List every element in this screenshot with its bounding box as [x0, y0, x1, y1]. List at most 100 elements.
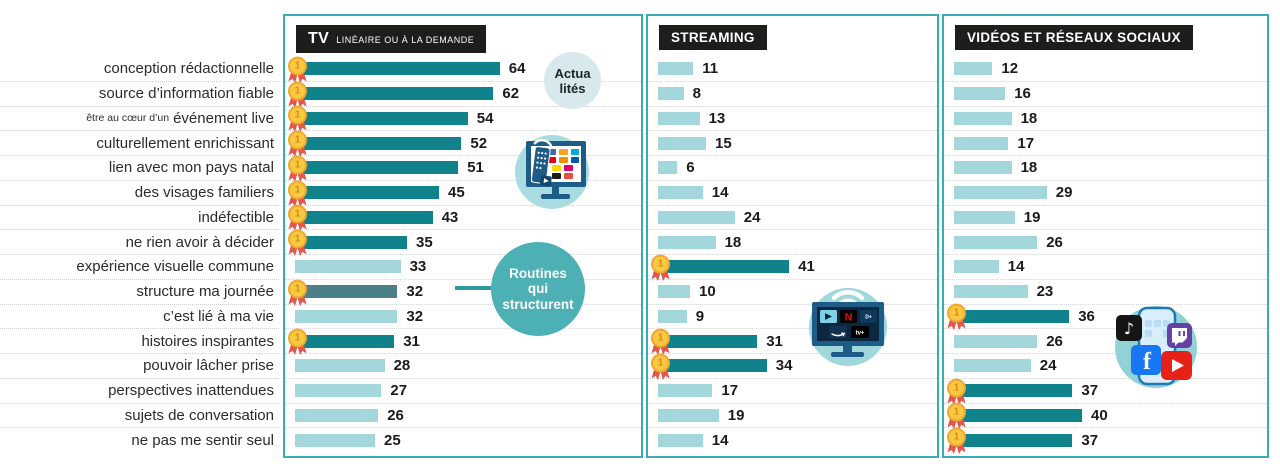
bar-value: 31 [403, 332, 420, 350]
svg-text:f: f [1143, 349, 1152, 375]
bar-row: 1 62 [285, 80, 641, 108]
bar-value: 29 [1055, 184, 1073, 202]
bar-value: 26 [1046, 332, 1063, 350]
remote-control-icon [530, 138, 552, 187]
bar-value: 37 [1081, 431, 1099, 449]
bar-row: 1 32 [285, 278, 641, 306]
bar-value: 18 [1020, 159, 1038, 177]
bar-row: 1 43 [285, 204, 641, 230]
first-place-medal-icon: 1 [288, 130, 308, 158]
first-place-medal-icon: 1 [288, 229, 308, 257]
bar [954, 285, 1028, 299]
tv-with-remote-illustration-icon [515, 135, 589, 209]
bar-row: 19 [648, 402, 937, 428]
bar-value: 32 [406, 283, 424, 301]
bar-row: 1 54 [285, 105, 641, 131]
panel-tv-subtitle: LINÉAIRE OU À LA DEMANDE [336, 35, 475, 45]
bar-value: 32 [406, 307, 424, 325]
bar-row: 1 52 [285, 130, 641, 155]
bar-row: 9 [648, 303, 937, 329]
bar-row: 1 36 [944, 303, 1267, 329]
bar-value: 11 [702, 60, 719, 78]
annotation-actualites-line2: lités [559, 80, 586, 96]
first-place-medal-icon: 1 [288, 180, 308, 207]
bar-value: 28 [393, 357, 411, 375]
bar [954, 87, 1006, 101]
row-label: histoires inspirantes [0, 328, 279, 353]
bar-value: 14 [711, 184, 729, 202]
bar-value: 45 [448, 184, 465, 202]
bar-row: 26 [285, 402, 641, 428]
panel-streaming-bars: 11 8 13 15 6 14 24 18 1 41 10 9 1 31 1 34 17 19 14 [648, 56, 937, 452]
bar [658, 87, 684, 101]
bar [295, 62, 500, 76]
bar [658, 260, 790, 274]
bar [295, 87, 494, 101]
bar-row: 18 [944, 155, 1267, 180]
bar [295, 260, 401, 274]
bar-row: 33 [285, 254, 641, 279]
bar-value: 40 [1091, 406, 1108, 424]
annotation-routines-line2: qui [527, 281, 549, 297]
bar-value: 19 [1023, 208, 1041, 226]
bar [295, 384, 382, 398]
bar [295, 161, 459, 175]
bar-value: 51 [467, 159, 484, 177]
bar [954, 384, 1073, 398]
bar-value: 62 [502, 85, 520, 103]
bar [954, 161, 1012, 175]
bar-value: 31 [766, 332, 783, 350]
bar-value: 15 [715, 134, 732, 152]
bar-row: 14 [648, 427, 937, 452]
bar-row: 11 [648, 56, 937, 81]
bar [658, 285, 690, 299]
bar-value: 33 [409, 258, 427, 276]
first-place-medal-icon: 1 [947, 427, 967, 455]
panel-streaming: STREAMING 11 8 13 15 6 14 24 18 1 41 10 9 1 31 1 34 17 19… [646, 14, 939, 458]
row-label: ne pas me sentir seul [0, 427, 279, 452]
bar-row: 1 31 [285, 328, 641, 353]
bar-row: 13 [648, 105, 937, 131]
youtube-icon [1161, 351, 1192, 380]
bar-value: 26 [1046, 233, 1063, 251]
bar [295, 235, 407, 249]
bar-value: 18 [724, 233, 742, 251]
bar [658, 334, 758, 348]
first-place-medal-icon: 1 [288, 81, 308, 108]
first-place-medal-icon: 1 [947, 402, 967, 430]
bar-value: 6 [686, 159, 695, 177]
bar-row: 1 45 [285, 179, 641, 207]
first-place-medal-icon: 1 [947, 378, 967, 405]
bar [658, 186, 703, 200]
bar-value: 9 [695, 307, 705, 325]
panel-streaming-title: STREAMING [671, 30, 755, 45]
panel-social-header: VIDÉOS ET RÉSEAUX SOCIAUX [955, 25, 1193, 50]
row-label: expérience visuelle commune [0, 254, 279, 279]
bar-row: 26 [944, 328, 1267, 353]
first-place-medal-icon: 1 [288, 328, 308, 356]
bar [658, 408, 719, 422]
bar-row: 26 [944, 229, 1267, 254]
annotation-actualites-line1: Actua [554, 65, 591, 81]
facebook-icon: f [1131, 345, 1161, 375]
bar-value: 64 [508, 60, 526, 78]
first-place-medal-icon: 1 [651, 353, 671, 380]
first-place-medal-icon: 1 [288, 56, 308, 83]
bar [954, 111, 1012, 125]
first-place-medal-icon: 1 [288, 279, 308, 306]
bar [658, 111, 700, 125]
svg-text:D+: D+ [865, 315, 872, 321]
annotation-routines: Routines qui structurent [491, 242, 585, 336]
annotation-actualites: Actua lités [544, 52, 601, 109]
bar-row: 32 [285, 303, 641, 329]
row-label: sujets de conversation [0, 402, 279, 428]
svg-text:N: N [845, 312, 853, 324]
smart-tv-streaming-apps-illustration-icon: N D+ tv+ [809, 288, 887, 366]
bar [658, 309, 687, 323]
bar-value: 54 [476, 109, 494, 127]
bar-value: 36 [1078, 307, 1095, 325]
bar [954, 260, 999, 274]
panel-tv-title: TV [308, 30, 330, 47]
bar [295, 408, 379, 422]
